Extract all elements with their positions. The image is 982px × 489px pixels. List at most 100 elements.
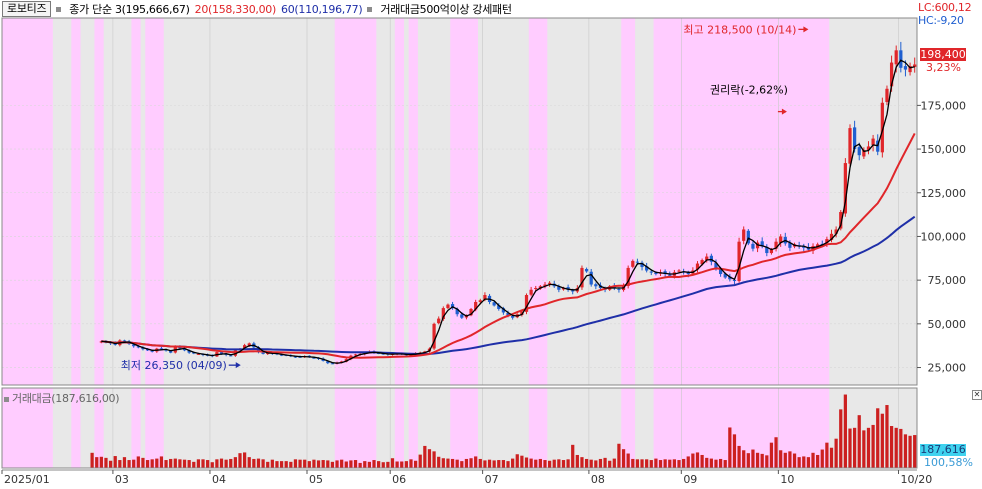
pattern-highlight	[394, 18, 405, 385]
volume-bar	[340, 459, 344, 468]
volume-bar	[113, 456, 117, 468]
candle-body	[330, 363, 335, 365]
candle-body	[866, 146, 871, 150]
x-tick-label: 03	[115, 473, 129, 486]
volume-bar	[621, 449, 626, 468]
candle-body	[460, 314, 464, 318]
candle-body	[557, 286, 561, 290]
close-volume-panel-button[interactable]: ✕	[972, 390, 982, 400]
legend-ma20[interactable]: 20(158,330,00)	[194, 2, 277, 16]
volume-bar	[584, 458, 589, 468]
volume-bar	[742, 450, 746, 468]
volume-bar	[423, 445, 427, 468]
volume-bar	[187, 460, 191, 468]
candle-body	[765, 246, 769, 254]
volume-bar	[321, 460, 325, 468]
volume-bar	[316, 460, 321, 468]
volume-bar	[446, 458, 450, 468]
volume-bar	[839, 409, 843, 468]
volume-bar	[635, 459, 640, 468]
volume-bar	[691, 453, 695, 468]
y-tick-label: 100,000	[921, 230, 967, 243]
volume-bar	[686, 456, 690, 468]
volume-bar	[908, 435, 912, 468]
candle-body	[626, 267, 630, 286]
legend-bullet-icon	[56, 6, 62, 12]
volume-bar	[894, 427, 898, 468]
volume-bar	[672, 459, 677, 468]
volume-bar	[289, 461, 293, 468]
volume-bar	[330, 461, 335, 468]
pattern-highlight-volume	[528, 388, 548, 468]
volume-bar	[192, 461, 196, 468]
candle-body	[312, 357, 316, 359]
volume-bar	[358, 462, 362, 468]
volume-bar	[589, 459, 593, 468]
volume-bar	[557, 459, 561, 468]
candle-body	[705, 256, 709, 261]
candle-body	[474, 301, 478, 310]
volume-bar	[377, 461, 381, 468]
candle-body	[534, 288, 538, 290]
volume-bar	[552, 459, 556, 468]
annotation-label: 권리락(-2,62%)	[710, 84, 788, 97]
volume-bar	[857, 415, 861, 468]
candle-body	[908, 66, 912, 73]
candle-body	[668, 274, 672, 276]
volume-bar	[418, 454, 422, 468]
volume-bar	[409, 459, 413, 468]
candle-body	[649, 271, 653, 273]
legend-pattern[interactable]: 거래대금500억이상 강세패턴	[380, 3, 512, 16]
candle-body	[353, 354, 358, 356]
volume-bar	[145, 460, 150, 468]
stock-name-tag[interactable]: 로보티즈	[2, 1, 52, 17]
volume-bar	[441, 458, 445, 468]
candle-body	[728, 276, 732, 280]
candle-body	[802, 246, 806, 248]
volume-bar	[700, 454, 704, 468]
volume-bar	[219, 458, 224, 468]
candle-body	[279, 354, 284, 356]
volume-bar	[783, 452, 787, 468]
candle-body	[852, 127, 857, 150]
volume-bar	[150, 459, 154, 468]
candle-body	[164, 349, 168, 351]
volume-bar	[705, 457, 709, 468]
pattern-highlight	[94, 18, 104, 385]
legend-ma3[interactable]: 종가 단순 3(195,666,67)	[69, 3, 190, 16]
volume-bar	[99, 456, 103, 468]
candle-body	[654, 272, 658, 275]
volume-bar	[792, 453, 797, 468]
volume-bar	[159, 456, 164, 468]
volume-bar	[640, 459, 644, 468]
y-tick-label: 125,000	[921, 187, 967, 200]
volume-bar	[497, 460, 501, 468]
candle-body	[663, 271, 667, 275]
volume-bar	[344, 461, 348, 468]
volume-bar	[866, 427, 871, 468]
volume-bar	[658, 460, 663, 468]
pattern-highlight	[131, 18, 141, 385]
volume-bar	[529, 458, 533, 468]
candle-body	[187, 350, 191, 353]
candle-body	[880, 102, 884, 153]
volume-bar	[303, 459, 307, 468]
volume-bar	[108, 460, 113, 468]
volume-bar	[242, 452, 247, 468]
volume-bar	[889, 426, 894, 468]
volume-bar	[298, 459, 302, 468]
candle-body	[677, 270, 681, 272]
volume-legend-label[interactable]: 거래대금(187,616,00)	[12, 392, 120, 405]
candle-body	[584, 268, 589, 272]
candle-body	[635, 261, 640, 263]
pattern-highlight	[2, 18, 53, 385]
volume-bar	[474, 456, 478, 468]
volume-legend: 거래대금(187,616,00)	[4, 390, 120, 406]
candle-body	[899, 50, 903, 68]
legend-ma60[interactable]: 60(110,196,77)	[281, 2, 363, 16]
volume-bar	[571, 444, 575, 468]
volume-bar	[395, 461, 399, 468]
candle-body	[695, 263, 700, 270]
candle-body	[529, 289, 533, 295]
volume-bar	[511, 458, 515, 468]
